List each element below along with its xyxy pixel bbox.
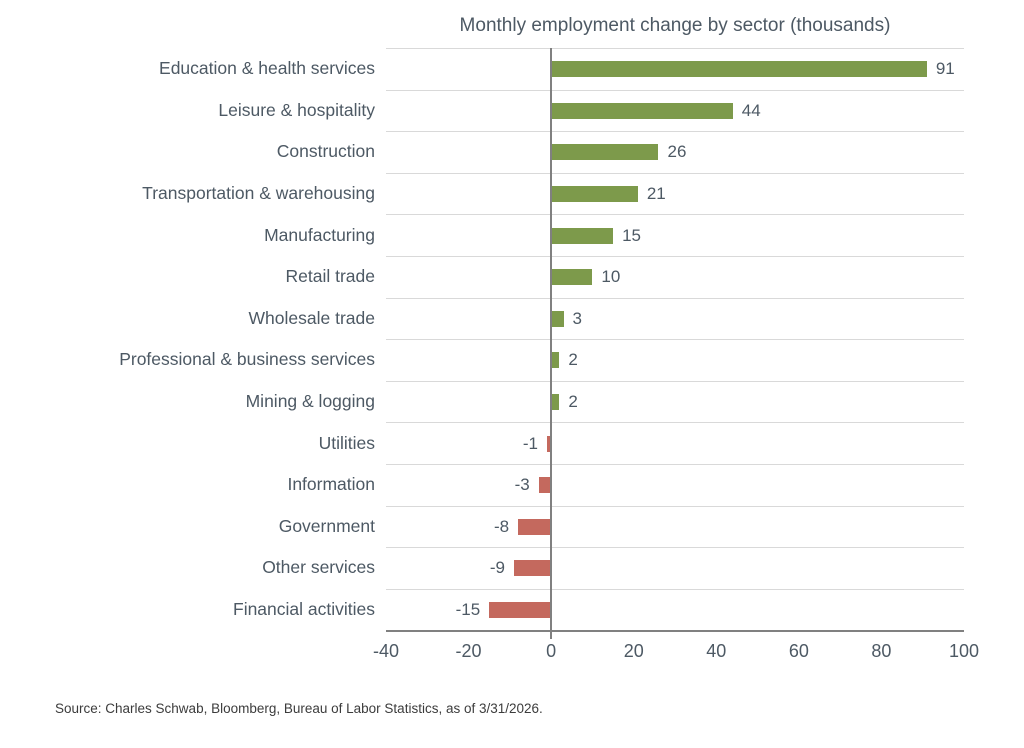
category-label: Information	[287, 474, 375, 495]
chart-row: -3	[386, 463, 964, 506]
chart-row: 44	[386, 89, 964, 132]
value-label: 15	[622, 225, 641, 245]
value-label: 3	[572, 308, 582, 328]
category-label: Other services	[262, 557, 375, 578]
x-tick-label: 80	[871, 641, 892, 662]
category-label: Government	[278, 515, 375, 536]
chart-row: 26	[386, 131, 964, 173]
value-label: 91	[935, 59, 955, 79]
chart-row: 21	[386, 172, 964, 215]
chart-row: 2	[386, 339, 964, 381]
value-label: -9	[489, 558, 505, 578]
value-label: 21	[646, 184, 666, 204]
category-label: Construction	[276, 141, 375, 162]
x-tick-label: 0	[546, 641, 557, 662]
category-label: Wholesale trade	[248, 307, 375, 328]
chart-row: -8	[386, 505, 964, 548]
category-label: Leisure & hospitality	[218, 99, 375, 120]
chart-row: 91	[386, 48, 964, 90]
bar-chart: Education & health services Leisure & hos…	[0, 48, 1024, 640]
value-label: 2	[568, 392, 578, 412]
value-label: -8	[493, 516, 510, 536]
category-labels-column: Education & health services Leisure & hos…	[0, 48, 386, 632]
bar-positive	[551, 61, 927, 78]
zero-axis-line	[550, 48, 553, 640]
value-label: -3	[514, 475, 530, 495]
chart-row: 15	[386, 214, 964, 256]
x-tick-label: 100	[948, 641, 980, 662]
bar-positive	[551, 269, 593, 286]
chart-container: Monthly employment change by sector (tho…	[0, 15, 1024, 717]
bar-negative	[513, 560, 552, 577]
bar-positive	[551, 310, 564, 327]
category-label: Education & health services	[159, 58, 375, 79]
source-note: Source: Charles Schwab, Bloomberg, Burea…	[55, 701, 543, 717]
bar-positive	[551, 227, 614, 244]
x-tick-label: 20	[623, 641, 644, 662]
chart-row: -1	[386, 422, 964, 464]
value-label: -1	[522, 433, 538, 453]
value-label: 26	[667, 142, 687, 162]
chart-row: -15	[386, 588, 964, 631]
bar-positive	[551, 144, 659, 161]
bar-negative	[538, 477, 552, 494]
plot-area: 91 44 26 21 15 10 3 2 2 -1 -3 -8 -9 -15	[386, 48, 964, 640]
bar-negative	[489, 602, 552, 619]
value-label: 10	[601, 267, 621, 287]
category-label: Professional & business services	[119, 349, 375, 370]
value-label: 2	[568, 350, 578, 370]
bar-positive	[551, 394, 560, 411]
value-label: 44	[741, 100, 761, 120]
category-label: Utilities	[318, 432, 375, 453]
x-tick-label: -20	[455, 641, 482, 662]
chart-title: Monthly employment change by sector (tho…	[459, 15, 891, 36]
category-label: Transportation & warehousing	[142, 183, 375, 204]
bar-positive	[551, 352, 560, 369]
x-tick-label: 40	[706, 641, 727, 662]
x-tick-label: 60	[788, 641, 809, 662]
bar-negative	[518, 518, 552, 535]
category-label: Mining & logging	[245, 391, 375, 412]
category-label: Retail trade	[285, 266, 376, 287]
value-label: -15	[455, 600, 481, 620]
category-label: Manufacturing	[264, 224, 375, 245]
x-tick-label: -40	[372, 641, 400, 662]
chart-row: -9	[386, 547, 964, 589]
chart-row: 2	[386, 380, 964, 423]
bar-negative	[547, 435, 552, 452]
bar-positive	[551, 102, 733, 119]
x-axis-ticks: -40 -20 0 20 40 60 80 100	[373, 641, 979, 667]
category-label: Financial activities	[233, 599, 375, 620]
chart-row: 3	[386, 297, 964, 340]
chart-row: 10	[386, 255, 964, 298]
bar-positive	[551, 186, 638, 203]
